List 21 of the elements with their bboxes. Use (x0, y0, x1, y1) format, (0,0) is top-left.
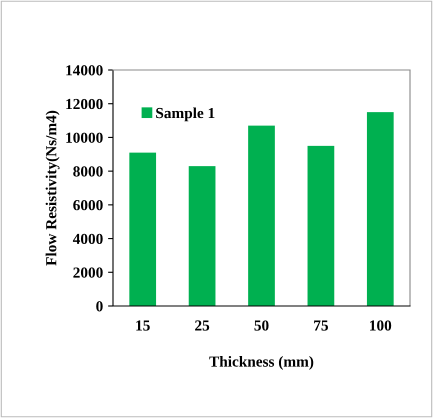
y-axis-title: Flow Resistivity(Ns/m4) (46, 110, 60, 266)
x-tick-label: 15 (136, 320, 150, 331)
x-axis-title: Thickness (mm) (209, 356, 314, 370)
y-tick-label: 8000 (73, 166, 103, 177)
y-tick-label: 4000 (72, 234, 103, 244)
x-tick-label: 50 (254, 320, 269, 331)
x-tick-label: 75 (314, 320, 328, 331)
y-tick-label: 12000 (66, 98, 103, 110)
bar (366, 112, 394, 306)
x-tick-label: 25 (195, 320, 210, 331)
y-tick-label: 10000 (66, 132, 103, 143)
y-tick-label: 14000 (66, 65, 103, 76)
legend-label: Sample 1 (156, 107, 214, 122)
x-tick-label: 100 (370, 320, 392, 331)
bar (129, 152, 156, 306)
y-tick-label: 0 (96, 301, 103, 312)
bar (188, 166, 216, 306)
bar (248, 126, 275, 306)
bar (308, 146, 334, 306)
y-tick-label: 6000 (73, 200, 103, 210)
y-tick-label: 2000 (73, 267, 103, 278)
